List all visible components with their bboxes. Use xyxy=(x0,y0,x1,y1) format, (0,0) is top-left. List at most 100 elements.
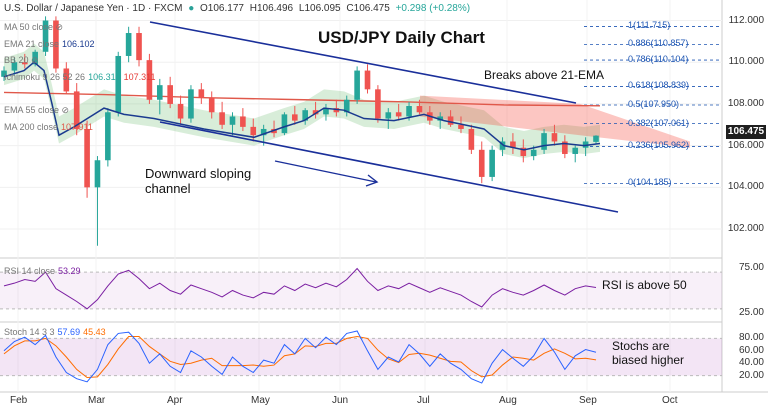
candle-body xyxy=(551,133,558,142)
indicator-ma50[interactable]: MA 50 close ⊘ xyxy=(4,22,63,33)
y-tick-label: 106.000 xyxy=(727,139,764,151)
indicator-label: MA 50 close xyxy=(4,22,54,32)
stoch-k-line xyxy=(3,330,597,384)
candle-body xyxy=(219,112,225,125)
candle-body xyxy=(323,108,329,115)
status-dot-icon: ● xyxy=(188,3,195,14)
candle-body xyxy=(489,149,495,177)
candle-body xyxy=(32,51,38,65)
annotation-stoch-line1: Stochs are xyxy=(612,339,670,353)
candle-body xyxy=(375,89,381,119)
annotation-channel-line1: Downward sloping xyxy=(145,166,252,181)
candle-body xyxy=(406,106,412,117)
indicator-ema55[interactable]: EMA 55 close ⊘ xyxy=(4,105,69,116)
candle-body xyxy=(364,70,371,90)
y-tick-label: 104.000 xyxy=(727,181,764,193)
candle-body xyxy=(499,141,506,150)
stoch-d-line xyxy=(3,336,597,378)
channel-lower-line xyxy=(159,121,619,213)
indicator-value: 57.69 xyxy=(57,327,81,337)
indicator-rsi[interactable]: RSI 14 close 53.29 xyxy=(4,266,81,276)
indicator-value: 107.911 xyxy=(61,122,93,132)
high-value: H106.496 xyxy=(249,3,294,14)
x-tick-label: Mar xyxy=(88,395,106,406)
candle-body xyxy=(447,116,454,125)
last-price-badge: 106.475 xyxy=(726,125,766,139)
y-tick-label: 110.000 xyxy=(728,56,764,68)
change-value: +0.298 (+0.28%) xyxy=(395,3,471,14)
candle-body xyxy=(395,112,402,117)
eye-off-icon[interactable]: ⊘ xyxy=(55,22,64,32)
candle-body xyxy=(302,110,308,121)
ma200-line xyxy=(3,91,601,107)
indicator-value: 53.29 xyxy=(58,266,81,276)
annotation-rsi: RSI is above 50 xyxy=(602,278,687,292)
indicator-label: Stoch 14 3 3 xyxy=(4,327,55,337)
eye-off-icon[interactable]: ⊘ xyxy=(61,105,70,115)
fib-level-label: 1(111.715) xyxy=(628,20,671,31)
y-tick-label: 108.000 xyxy=(727,97,764,109)
arrowhead-icon xyxy=(365,174,379,187)
candle-body xyxy=(42,20,49,52)
candle-body xyxy=(281,114,288,134)
candle-body xyxy=(53,20,59,69)
x-tick-label: Aug xyxy=(499,395,517,406)
candle-body xyxy=(125,33,132,56)
candle-body xyxy=(593,135,599,142)
candle-body xyxy=(250,126,257,136)
candle-body xyxy=(11,62,18,71)
x-tick-label: Feb xyxy=(10,395,28,406)
candle-body xyxy=(582,141,589,148)
candle-body xyxy=(530,149,537,157)
candle-body xyxy=(292,114,298,121)
candle-body xyxy=(94,160,101,188)
indicator-label: RSI 14 close xyxy=(4,266,56,276)
indicator-ma200[interactable]: MA 200 close 107.911 xyxy=(4,122,93,132)
candle-body xyxy=(73,91,80,129)
stoch-tick-label: 40.00 xyxy=(738,357,764,369)
rsi-line xyxy=(3,267,597,310)
direction-arrow-icon xyxy=(274,160,377,183)
candle-body xyxy=(115,55,122,113)
indicator-value: 107.311 xyxy=(123,72,156,82)
x-tick-label: Apr xyxy=(167,395,183,406)
candle-body xyxy=(468,128,475,150)
fib-level-label: 0.886(110.857) xyxy=(628,38,689,49)
low-value: L106.095 xyxy=(298,3,341,14)
close-value: C106.475 xyxy=(346,3,390,14)
stoch-tick-label: 60.00 xyxy=(738,344,764,356)
rsi-tick-label: 75.00 xyxy=(738,261,764,273)
chart-header: U.S. Dollar / Japanese Yen · 1D · FXCM ●… xyxy=(4,3,473,14)
candle-body xyxy=(333,108,340,113)
eye-off-icon[interactable]: ⊘ xyxy=(31,55,39,65)
candle-body xyxy=(105,112,111,161)
candle-body xyxy=(188,89,194,119)
candle-body xyxy=(312,110,319,115)
indicator-ema21[interactable]: EMA 21 close 106.102 xyxy=(4,39,95,49)
candle-body xyxy=(156,85,163,100)
indicator-stoch[interactable]: Stoch 14 3 3 57.69 45.43 xyxy=(4,327,106,337)
ichimoku-cloud-bull xyxy=(4,43,600,159)
candle-body xyxy=(354,70,360,100)
indicator-label: EMA 21 close xyxy=(4,39,60,49)
candle-body xyxy=(478,149,485,177)
candle-body xyxy=(458,124,464,129)
indicator-label: EMA 55 close xyxy=(4,105,60,115)
candle-body xyxy=(437,116,444,121)
y-tick-label: 102.000 xyxy=(727,223,764,235)
indicator-bb[interactable]: BB 20 ⊘ xyxy=(4,55,39,66)
candle-body xyxy=(343,99,350,113)
indicator-ichimoku[interactable]: Ichimoku 9 26 52 26 106.314 107.311 xyxy=(4,72,155,82)
candle-body xyxy=(416,106,423,113)
candle-body xyxy=(208,97,215,113)
candle-body xyxy=(146,60,153,100)
candle-body xyxy=(240,116,246,127)
x-tick-label: Oct xyxy=(662,395,678,406)
annotation-breaks: Breaks above 21-EMA xyxy=(484,68,605,82)
candle-body xyxy=(510,141,516,148)
candle-body xyxy=(21,62,28,65)
indicator-label: Ichimoku 9 26 52 26 xyxy=(4,72,86,82)
fib-level-label: 0(104.185) xyxy=(628,177,672,188)
ichimoku-cloud-bear xyxy=(420,95,690,148)
